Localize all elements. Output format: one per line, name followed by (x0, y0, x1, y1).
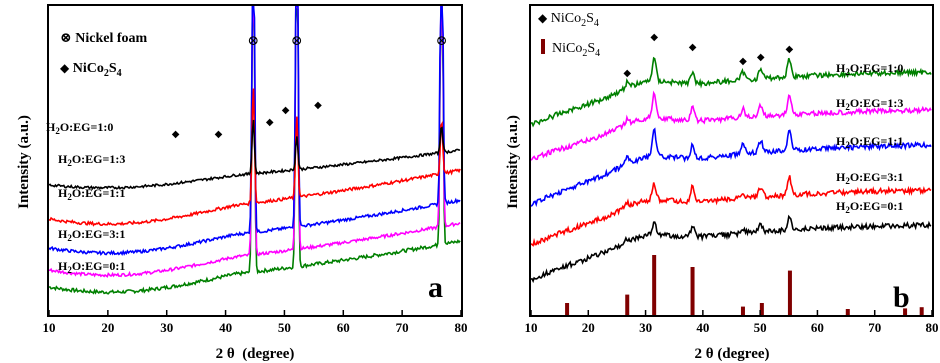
panel-a-legend-nickel-label: Nickel foam (75, 31, 147, 46)
panel-a-series-line (48, 119, 461, 191)
nico2s4-peak-marker: ◆ (650, 32, 658, 43)
bar-marker-icon (541, 39, 545, 54)
panel-a-curve-label: H2O:EG=1:0 (46, 120, 113, 136)
panel-a-curve-label: H2O:EG=1:3 (58, 152, 125, 168)
reference-bar (740, 306, 745, 315)
reference-bar (903, 308, 908, 315)
panel-b-curve-label: H2O:EG=1:1 (836, 134, 903, 150)
reference-bar (759, 303, 764, 315)
panel-b-series-line (530, 56, 932, 128)
panel-b-xlabel: 2 θ (degree) (694, 346, 769, 362)
nico2s4-peak-marker: ◆ (314, 100, 322, 111)
panel-a-x-tick-label: 60 (337, 320, 350, 335)
panel-a-x-tick-label: 40 (219, 320, 232, 335)
panel-a-curves (48, 5, 461, 295)
reference-bar (652, 255, 657, 315)
panel-a-x-ticks: 10 20 30 40 50 60 70 80 (43, 310, 468, 335)
reference-bar (565, 303, 570, 315)
panel-a-x-tick-label: 70 (396, 320, 409, 335)
panel-b-curve-label: H2O:EG=1:3 (836, 96, 903, 112)
panel-a-letter: a (428, 271, 443, 304)
panel-a-curve-label: H2O:EG=3:1 (58, 227, 125, 243)
panel-a-xlabel: 2 θ (degree) (216, 346, 295, 362)
panel-b-series-line (530, 127, 932, 208)
panel-b-reference-bars (565, 255, 924, 315)
panel-b-curve-labels: H2O:EG=1:0 H2O:EG=1:3 H2O:EG=1:1 H2O:EG=3:1… (836, 61, 903, 215)
panel-b-series-line (530, 90, 932, 161)
nico2s4-peak-marker: ◆ (623, 68, 631, 79)
nico2s4-peak-marker: ◆ (689, 42, 697, 53)
nico2s4-peak-marker: ◆ (172, 129, 180, 140)
panel-a-curve-labels: H2O:EG=1:0 H2O:EG=1:3 H2O:EG=1:1 H2O:EG=3:1… (46, 120, 125, 275)
panel-b-ylabel: Intensity (a.u.) (505, 115, 521, 209)
nico2s4-peak-marker: ◆ (757, 52, 765, 63)
panel-b-x-tick-label: 70 (868, 320, 881, 335)
panel-a-x-tick-label: 30 (160, 320, 173, 335)
panel-b-x-tick-label: 60 (811, 320, 824, 335)
panel-b-peak-markers: ◆ ◆ ◆ ◆ ◆ ◆ (623, 32, 793, 79)
panel-b: ◆◆◆◆ ◆◆ H2O:EG=1:0H2O:EG=1:3H2O:EG=1:1H2O… (505, 4, 939, 362)
panel-b-x-tick-label: 20 (582, 320, 595, 335)
nickel-foam-peak-marker: ⊗ (436, 34, 448, 49)
panel-a-legend-nico2s4: ◆ NiCo2S4 (60, 61, 122, 79)
nico2s4-peak-marker: ◆ (786, 44, 794, 55)
panel-b-curve-label: H2O:EG=3:1 (836, 170, 903, 186)
reference-bar (690, 267, 695, 315)
panel-b-series-line (530, 175, 932, 247)
panel-b-legend-diamond: ◆ NiCo2S4 (538, 11, 599, 29)
reference-bar (919, 307, 924, 315)
panel-a-x-tick-label: 50 (278, 320, 291, 335)
panel-a-legend-nickel: ⊗ Nickel foam (60, 31, 148, 46)
panel-b-legend-bar: NiCo2S4 (552, 41, 600, 59)
panel-b-x-tick-label: 80 (926, 320, 939, 335)
diamond-marker-icon: ◆ (60, 61, 70, 75)
panel-b-frame (529, 4, 934, 317)
reference-bar (787, 270, 792, 315)
panel-b-x-tick-label: 50 (754, 320, 767, 335)
panel-b-x-ticks: 10 20 30 40 50 60 70 80 (525, 310, 939, 335)
panel-b-x-tick-label: 40 (696, 320, 709, 335)
nico2s4-peak-marker: ◆ (215, 129, 223, 140)
panel-a-series-line (48, 5, 461, 257)
panel-a-x-tick-label: 20 (101, 320, 114, 335)
panel-a-ylabel: Intensity (a.u.) (16, 115, 32, 209)
nickel-foam-peak-marker: ⊗ (247, 34, 259, 49)
panel-b-curves (530, 56, 932, 284)
panel-b-curve-label: H2O:EG=0:1 (836, 199, 903, 215)
panel-b-letter: b (893, 281, 910, 314)
panel-b-series-line (530, 214, 932, 284)
panel-a-x-tick-label: 10 (43, 320, 56, 335)
nico2s4-peak-marker: ◆ (739, 56, 747, 67)
panel-a: ⊗ ⊗ ⊗◆ ◆◆◆ ◆ H2O:EG=1:0H2O:EG=1:3H2O:EG=1:1H… (16, 4, 468, 362)
panel-a-curve-label: H2O:EG=0:1 (58, 259, 125, 275)
reference-bar (625, 294, 630, 315)
reference-bar (845, 309, 850, 315)
panel-a-frame (47, 4, 463, 317)
panel-a-x-tick-label: 80 (455, 320, 468, 335)
nickel-foam-marker-icon: ⊗ (60, 31, 72, 46)
panel-b-x-tick-label: 30 (639, 320, 652, 335)
nico2s4-peak-marker: ◆ (266, 117, 274, 128)
diamond-marker-icon: ◆ (538, 11, 548, 25)
panel-a-curve-label: H2O:EG=1:1 (58, 186, 125, 202)
nickel-foam-peak-marker: ⊗ (291, 34, 303, 49)
panel-b-curve-label: H2O:EG=1:0 (836, 61, 903, 77)
panel-a-peak-markers: ⊗ ⊗ ⊗ ◆ ◆ ◆ ◆ ◆ (172, 34, 448, 140)
panel-b-x-tick-label: 10 (525, 320, 538, 335)
nico2s4-peak-marker: ◆ (282, 105, 290, 116)
